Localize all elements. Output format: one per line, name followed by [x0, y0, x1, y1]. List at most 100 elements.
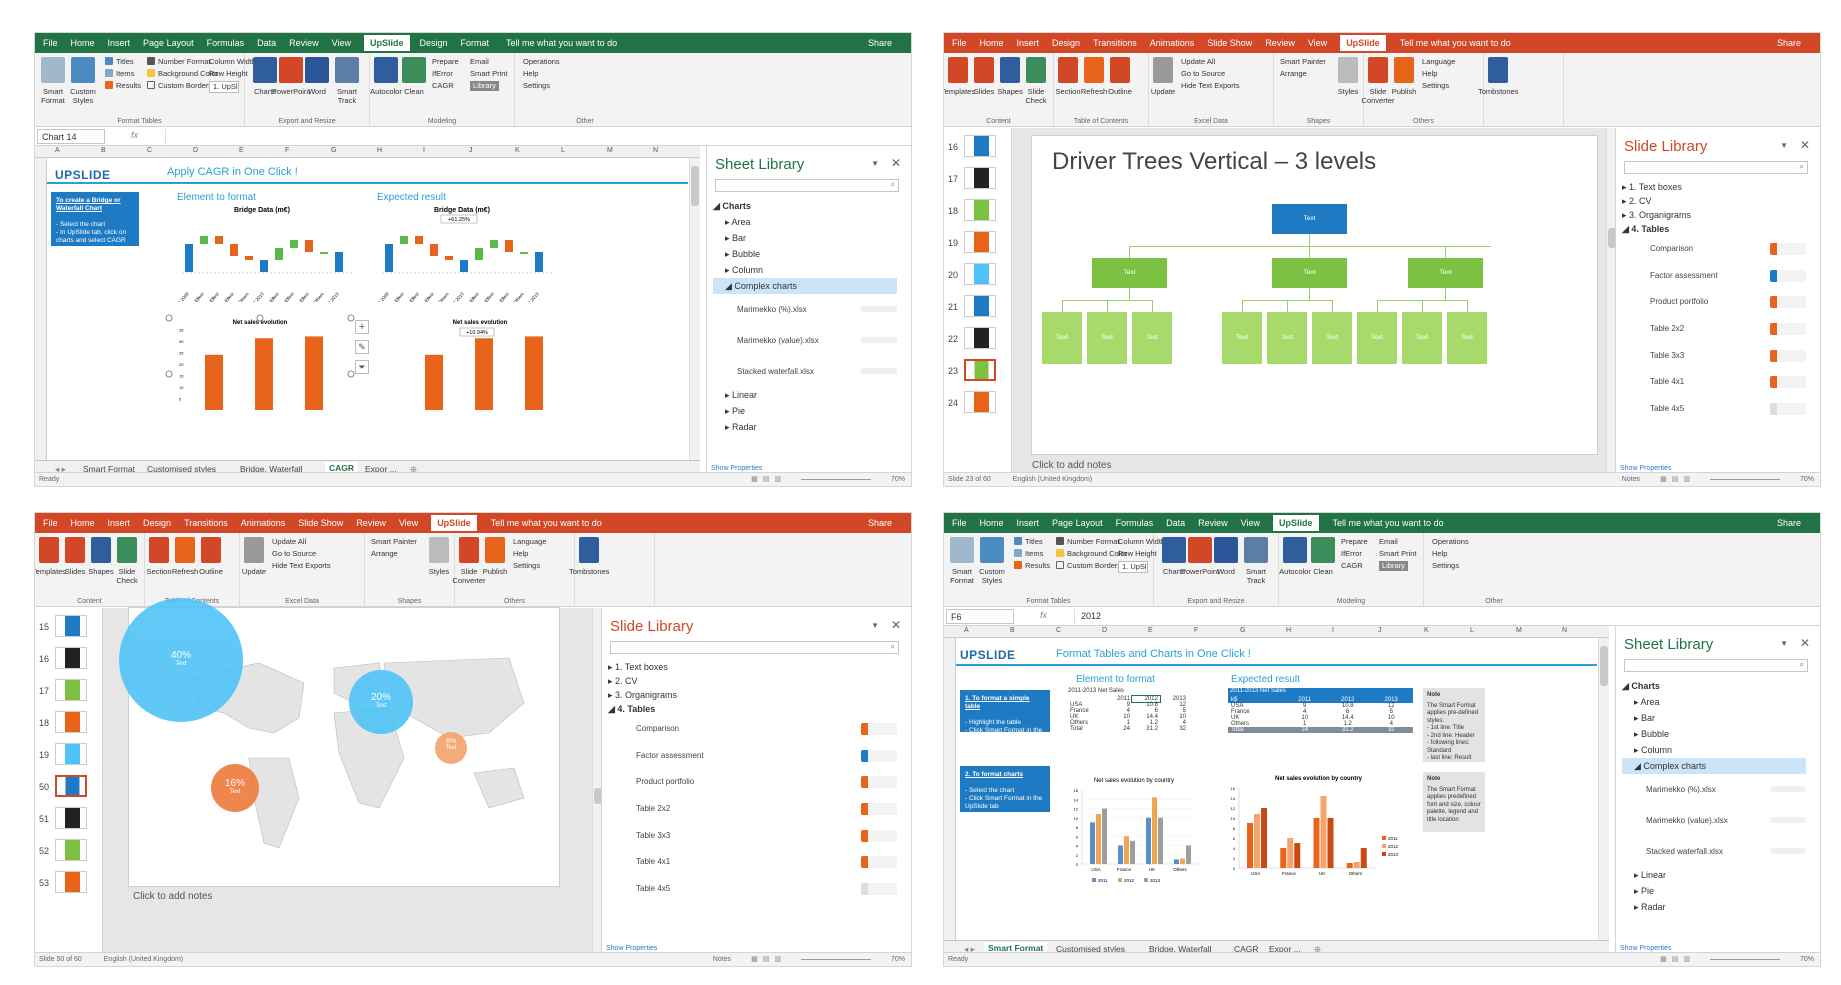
tree-item-radar[interactable]: ▸ Radar [725, 422, 757, 432]
tree-level2-box[interactable]: Text [1272, 258, 1347, 288]
tab-slide-show[interactable]: Slide Show [298, 518, 344, 528]
powerpoint-label[interactable]: PowerPoint [271, 87, 311, 96]
tab-animations[interactable]: Animations [1149, 38, 1195, 48]
library-search-input[interactable]: ⌕ [1624, 659, 1808, 672]
pane-dropdown-icon[interactable]: ▼ [871, 159, 879, 168]
word-label[interactable]: Word [1217, 567, 1235, 576]
tree-level2-box[interactable]: Text [1092, 258, 1167, 288]
ribbon-small-button[interactable]: Hide Text Exports [1181, 81, 1240, 90]
number-format-button[interactable]: Number Format [147, 57, 211, 67]
slide-title[interactable]: Driver Trees Vertical – 3 levels [1052, 148, 1377, 175]
style-select[interactable]: 1. UpSlide [209, 81, 239, 93]
tab-page-layout[interactable]: Page Layout [143, 38, 194, 48]
sheet-tab-smart-format[interactable]: Smart Format [83, 464, 135, 474]
scroll-thumb[interactable] [1608, 228, 1616, 248]
tree-item-linear[interactable]: ▸ Linear [1634, 870, 1667, 880]
table-cell[interactable]: 2013 [1172, 696, 1186, 702]
column-header[interactable]: F [285, 147, 290, 154]
slide-thumbnail[interactable]: 15 [35, 610, 102, 646]
slide-thumbnail[interactable]: 22 [944, 322, 1011, 358]
table-cell[interactable]: 14.4 [1146, 714, 1158, 720]
slide-check-icon[interactable] [117, 537, 137, 563]
pane-dropdown-icon[interactable]: ▼ [871, 621, 879, 630]
zoom-slider[interactable] [801, 959, 871, 960]
clean-icon[interactable] [402, 57, 426, 83]
ribbon-small-button[interactable]: Update All [1181, 57, 1216, 66]
shapes-label[interactable]: Shapes [88, 567, 114, 576]
tree-level3-box[interactable]: Text [1447, 312, 1487, 364]
clean-label[interactable]: Clean [1313, 567, 1333, 576]
tree-item[interactable]: ◢ 4. Tables [608, 704, 656, 714]
library-slide[interactable]: Factor assessment [1622, 263, 1806, 290]
vertical-scrollbar[interactable] [689, 158, 700, 460]
shapes-icon[interactable] [91, 537, 111, 563]
templates-label[interactable]: Templates [943, 87, 976, 96]
column-width-button[interactable]: Column Width [1118, 537, 1165, 547]
sheet-tab-customised-styles[interactable]: Customised styles [1056, 944, 1125, 954]
smart-track-icon[interactable] [335, 57, 359, 83]
custom-styles-label[interactable]: Custom Styles [979, 567, 1005, 585]
notes-placeholder[interactable]: Click to add notes [1032, 460, 1112, 471]
sheet-tab-export[interactable]: Expor ... [365, 464, 397, 474]
show-properties-link[interactable]: Show Properties [1620, 945, 1672, 952]
zoom-slider[interactable] [801, 479, 871, 480]
zoom-level[interactable]: 70% [1799, 956, 1814, 963]
ribbon-small-button[interactable]: Go to Source [1181, 69, 1226, 78]
column-header[interactable]: J [1378, 627, 1382, 634]
publish-label[interactable]: Publish [482, 567, 508, 576]
smart-format-icon[interactable] [950, 537, 974, 563]
library-slide[interactable]: Table 3x3 [608, 823, 897, 850]
library-slide[interactable]: Table 4x1 [1622, 369, 1806, 396]
slide-thumbnail[interactable]: 50 [35, 770, 102, 806]
custom-styles-icon[interactable] [980, 537, 1004, 563]
add-sheet-icon[interactable]: ⊕ [410, 464, 418, 474]
tree-item-bar[interactable]: ▸ Bar [725, 233, 747, 243]
show-properties-link[interactable]: Show Properties [606, 945, 658, 952]
table-cell[interactable]: 31.2 [1146, 726, 1158, 732]
operations-button[interactable]: Operations [523, 57, 560, 67]
library-slide[interactable]: Factor assessment [608, 743, 897, 770]
tab-page-layout[interactable]: Page Layout [1052, 518, 1103, 528]
table-cell[interactable]: 1 [1126, 720, 1130, 726]
table-cell[interactable]: 9 [1126, 702, 1130, 708]
slide-thumbnail[interactable]: 20 [944, 258, 1011, 294]
tree-item[interactable]: ▸ 1. Text boxes [1622, 182, 1682, 192]
smart-print-button[interactable]: Smart Print [470, 69, 508, 79]
scroll-thumb[interactable] [691, 166, 699, 206]
autocolor-icon[interactable] [374, 57, 398, 83]
refresh-icon[interactable] [1084, 57, 1104, 83]
shapes-icon[interactable] [1000, 57, 1020, 83]
formula-input[interactable] [165, 129, 907, 144]
language[interactable]: English (United Kingdom) [103, 956, 184, 963]
custom-styles-icon[interactable] [71, 57, 95, 83]
bridge-chart-element[interactable]: Bridge Data (m€)EBITDA 2009Price EffectV… [167, 202, 357, 302]
table-cell[interactable]: USA [1070, 702, 1083, 708]
update-label[interactable]: Update [241, 567, 267, 576]
library-slide[interactable]: Comparison [1622, 236, 1806, 263]
tab-slide-show[interactable]: Slide Show [1207, 38, 1253, 48]
tree-item-area[interactable]: ▸ Area [1634, 697, 1660, 707]
scroll-thumb[interactable] [594, 788, 602, 804]
column-header[interactable]: C [147, 147, 153, 154]
settings-button[interactable]: Settings [523, 81, 550, 91]
library-slide[interactable]: Comparison [608, 716, 897, 743]
map-bubble[interactable]: 40% Text [119, 598, 243, 722]
slide-thumbnail[interactable]: 17 [944, 162, 1011, 198]
tell-me-search[interactable]: Tell me what you want to do [490, 518, 602, 528]
library-slide[interactable]: Table 4x5 [608, 876, 897, 903]
templates-label[interactable]: Templates [34, 567, 67, 576]
column-header[interactable]: D [1102, 627, 1108, 634]
clean-icon[interactable] [1311, 537, 1335, 563]
ribbon-small-button[interactable]: Help [1422, 69, 1438, 78]
formula-input[interactable]: 2012 [1074, 609, 1816, 624]
sheet-tab-bridge-waterfall[interactable]: Bridge, Waterfall [240, 464, 303, 474]
view-buttons[interactable]: ▦▤▥ [751, 476, 786, 483]
slide-thumbnail[interactable]: 53 [35, 866, 102, 902]
table-cell[interactable]: 32 [1179, 726, 1186, 732]
view-buttons[interactable]: ▦▤▥ [751, 956, 786, 963]
tell-me-search[interactable]: Tell me what you want to do [1399, 38, 1511, 48]
column-header[interactable]: K [1424, 627, 1429, 634]
results-button[interactable]: Results [105, 81, 141, 91]
tree-item-pie[interactable]: ▸ Pie [1634, 886, 1655, 896]
tree-item[interactable]: ▸ 2. CV [1622, 196, 1652, 206]
